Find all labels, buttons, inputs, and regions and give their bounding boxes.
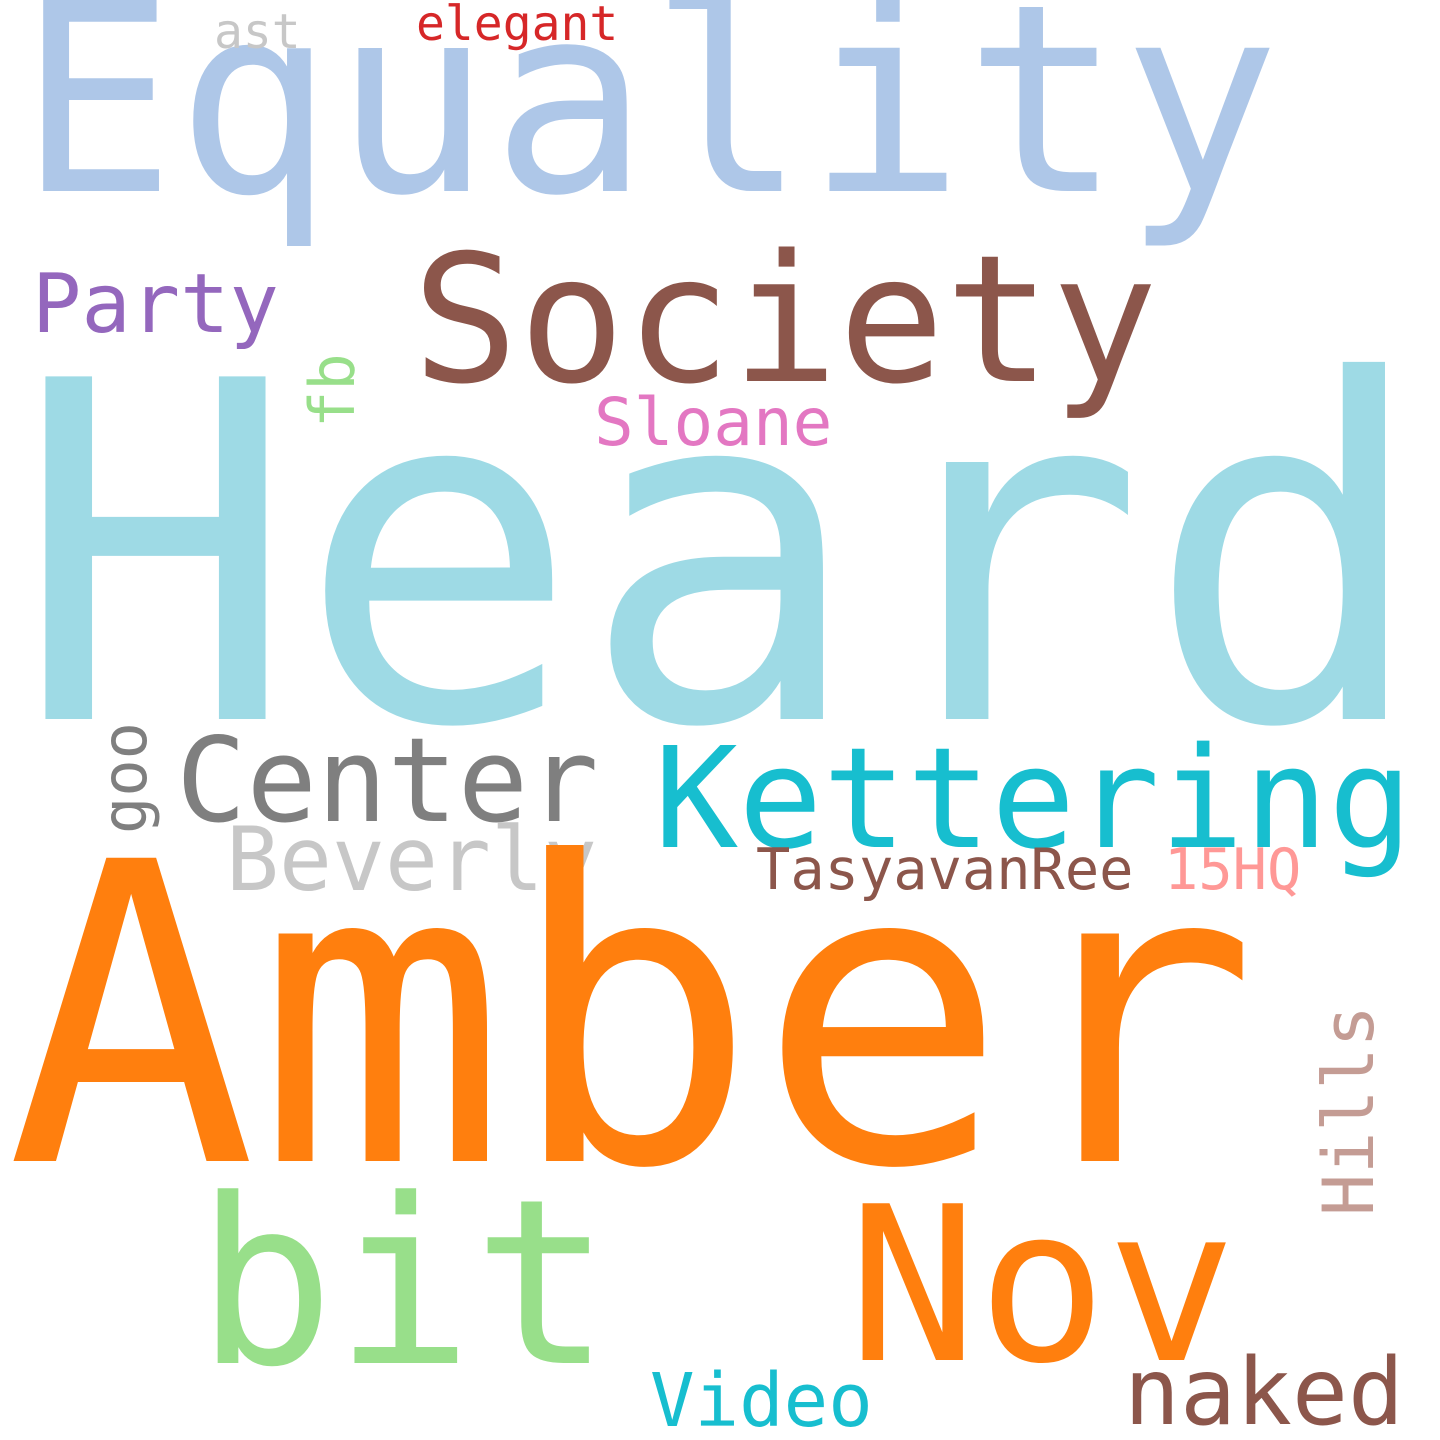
word-video: Video	[650, 1358, 873, 1440]
word-15hq: 15HQ	[1164, 837, 1302, 903]
word-elegant: elegant	[416, 0, 619, 52]
word-hills: Hills	[1308, 1005, 1390, 1216]
word-nov: Nov	[848, 1160, 1237, 1411]
word-sloane: Sloane	[594, 384, 833, 461]
word-ast: ast	[214, 4, 301, 60]
word-party: Party	[32, 257, 279, 352]
word-amber: Amber	[6, 776, 1259, 1260]
word-kettering: Kettering	[654, 718, 1413, 881]
word-beverly: Beverly	[226, 808, 597, 911]
word-tasyavanree: TasyavanRee	[756, 837, 1134, 903]
word-equality: Equality	[18, 0, 1280, 253]
word-naked: naked	[1124, 1338, 1404, 1440]
word-society: Society	[412, 217, 1158, 423]
word-heard: Heard	[14, 283, 1429, 830]
word-bit: bit	[196, 1151, 612, 1418]
word-center: Center	[176, 712, 599, 849]
